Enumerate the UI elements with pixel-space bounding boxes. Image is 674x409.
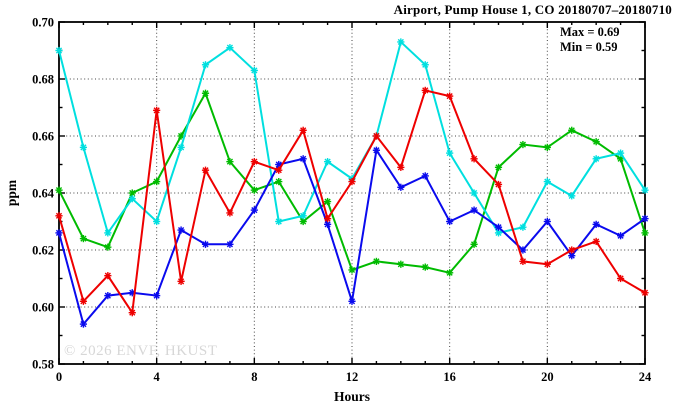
y-axis-label: ppm	[4, 179, 19, 206]
svg-text:16: 16	[443, 370, 456, 384]
svg-text:24: 24	[639, 370, 652, 384]
svg-text:0.60: 0.60	[32, 301, 54, 315]
svg-text:12: 12	[346, 370, 359, 384]
x-axis-label: Hours	[334, 389, 370, 404]
svg-text:4: 4	[154, 370, 161, 384]
chart-title: Airport, Pump House 1, CO 20180707–20180…	[393, 2, 672, 17]
min-value-label: Min = 0.59	[560, 39, 618, 54]
series-green	[55, 89, 649, 277]
svg-text:0.70: 0.70	[32, 16, 54, 30]
watermark-text: © 2026 ENVF, HKUST	[64, 343, 218, 359]
max-min-annotation: Max = 0.69 Min = 0.59	[560, 25, 620, 54]
svg-text:0.66: 0.66	[32, 130, 54, 144]
series-cyan-markers	[55, 38, 649, 237]
series-red	[55, 86, 649, 317]
svg-text:0.64: 0.64	[32, 187, 55, 201]
tick-labels: 0 4 8 12 16 20 24 0.58 0.60 0.62 0.64 0.66 0.68 0.70	[32, 16, 652, 385]
svg-text:0.62: 0.62	[32, 244, 54, 258]
gridlines	[59, 22, 645, 364]
max-value-label: Max = 0.69	[560, 25, 620, 39]
svg-text:0.58: 0.58	[32, 358, 54, 372]
svg-text:0: 0	[56, 370, 62, 384]
svg-text:0.68: 0.68	[32, 73, 54, 87]
svg-text:8: 8	[251, 370, 257, 384]
svg-text:20: 20	[541, 370, 554, 384]
series-red-markers	[55, 86, 649, 317]
